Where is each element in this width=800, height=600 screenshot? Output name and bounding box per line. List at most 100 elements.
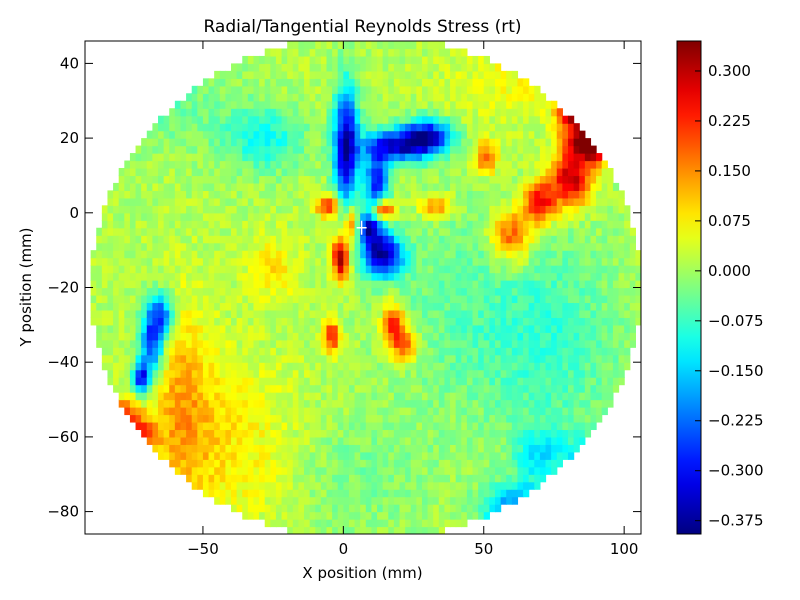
heatmap-cell [169, 309, 176, 318]
heatmap-cell [152, 265, 159, 274]
heatmap-cell [304, 474, 311, 483]
heatmap-cell [438, 100, 446, 109]
heatmap-cell [348, 511, 356, 520]
heatmap-cell [534, 347, 541, 356]
heatmap-cell [247, 197, 255, 206]
heatmap-cell [219, 324, 227, 333]
heatmap-cell [264, 421, 271, 431]
heatmap-cell [377, 250, 384, 259]
heatmap-cell [141, 324, 148, 333]
heatmap-cell [259, 347, 266, 356]
heatmap-cell [371, 182, 378, 191]
heatmap-cell [320, 205, 328, 214]
heatmap-cell [444, 130, 451, 139]
heatmap-cell [197, 108, 204, 117]
heatmap-cell [562, 392, 569, 401]
heatmap-cell [113, 227, 120, 236]
heatmap-cell [343, 70, 350, 79]
heatmap-cell [124, 392, 131, 401]
heatmap-cell [135, 369, 142, 378]
heatmap-cell [466, 272, 474, 281]
heatmap-cell [433, 138, 440, 147]
heatmap-cell [438, 265, 446, 274]
heatmap-cell [567, 175, 575, 184]
heatmap-cell [433, 481, 440, 490]
heatmap-cell [129, 362, 137, 371]
heatmap-cell [399, 85, 406, 94]
heatmap-cell [287, 287, 294, 296]
heatmap-cell [455, 160, 462, 169]
heatmap-cell [242, 63, 249, 72]
heatmap-cell [551, 145, 558, 154]
heatmap-cell [236, 138, 243, 147]
heatmap-cell [304, 41, 311, 50]
heatmap-cell [259, 294, 266, 304]
heatmap-cell [377, 377, 384, 386]
heatmap-cell [455, 436, 462, 445]
heatmap-cell [270, 347, 277, 356]
heatmap-cell [506, 362, 513, 371]
heatmap-cell [506, 108, 513, 117]
heatmap-cell [579, 354, 586, 363]
heatmap-cell [399, 362, 406, 371]
heatmap-cell [304, 481, 311, 490]
heatmap-cell [191, 392, 198, 401]
heatmap-cell [489, 93, 496, 102]
heatmap-cell [169, 451, 176, 460]
heatmap-cell [197, 399, 204, 408]
heatmap-cell [158, 205, 165, 214]
heatmap-cell [259, 175, 266, 184]
heatmap-cell [231, 489, 238, 498]
heatmap-cell [539, 123, 547, 132]
heatmap-cell [275, 242, 283, 251]
heatmap-cell [472, 444, 479, 453]
heatmap-cell [208, 369, 215, 378]
heatmap-cell [208, 250, 215, 259]
heatmap-cell [573, 280, 580, 289]
heatmap-cell [337, 250, 344, 259]
heatmap-cell [528, 474, 535, 483]
heatmap-cell [416, 377, 423, 386]
heatmap-cell [567, 294, 575, 304]
heatmap-cell [545, 175, 552, 184]
heatmap-cell [382, 496, 389, 505]
heatmap-cell [427, 451, 434, 460]
heatmap-cell [231, 421, 238, 431]
heatmap-cell [377, 317, 384, 326]
heatmap-cell [444, 444, 451, 453]
heatmap-cell [393, 227, 401, 236]
heatmap-cell [545, 130, 552, 139]
heatmap-cell [427, 220, 434, 229]
heatmap-cell [174, 123, 182, 132]
heatmap-cell [158, 392, 165, 401]
heatmap-cell [197, 167, 204, 177]
heatmap-cell [371, 272, 378, 281]
heatmap-cell [202, 309, 210, 318]
heatmap-cell [393, 526, 401, 534]
heatmap-cell [382, 317, 389, 326]
heatmap-cell [500, 287, 507, 296]
heatmap-cell [292, 272, 300, 281]
heatmap-cell [511, 302, 519, 311]
heatmap-cell [107, 242, 114, 251]
heatmap-cell [382, 302, 389, 311]
heatmap-cell [320, 175, 328, 184]
heatmap-cell [174, 324, 182, 333]
heatmap-cell [354, 108, 361, 117]
heatmap-cell [365, 407, 373, 416]
heatmap-cell [523, 280, 530, 289]
heatmap-cell [236, 205, 243, 214]
heatmap-cell [461, 347, 468, 356]
heatmap-cell [579, 212, 586, 221]
heatmap-cell [455, 399, 462, 408]
heatmap-cell [399, 347, 406, 356]
heatmap-cell [405, 250, 412, 259]
heatmap-cell [242, 407, 249, 416]
heatmap-cell [242, 235, 249, 244]
heatmap-cell [320, 309, 328, 318]
heatmap-cell [135, 421, 142, 431]
heatmap-cell [315, 55, 322, 65]
heatmap-cell [523, 362, 530, 371]
heatmap-cell [219, 317, 227, 326]
heatmap-cell [337, 362, 344, 371]
